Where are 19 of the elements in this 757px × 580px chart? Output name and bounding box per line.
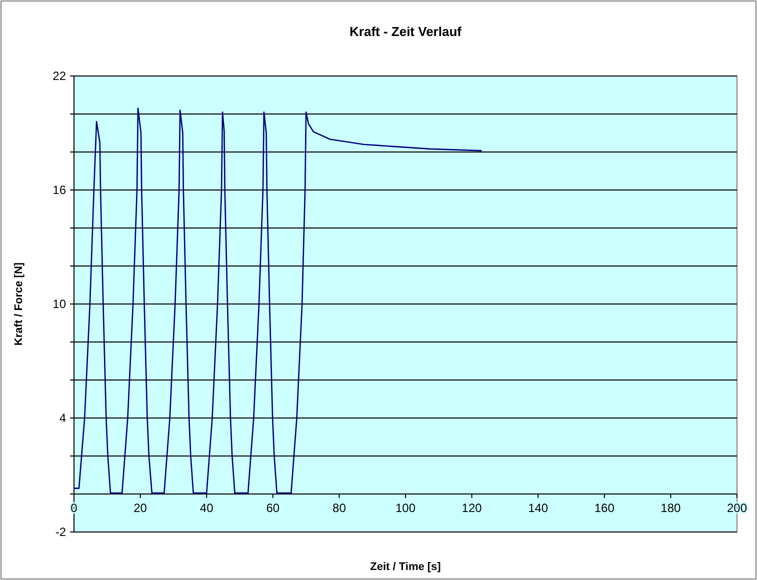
y-tick-label: -2 xyxy=(55,525,66,540)
x-tick-label: 180 xyxy=(660,501,682,515)
x-tick-label: 60 xyxy=(266,501,280,515)
y-tick-label: 4 xyxy=(59,411,66,426)
x-tick-label: 100 xyxy=(395,501,416,515)
x-tick-label: 40 xyxy=(200,501,214,515)
x-tick-label: 80 xyxy=(332,501,346,515)
y-tick-label: 22 xyxy=(52,69,66,84)
x-tick-label: 160 xyxy=(594,501,615,515)
line-series xyxy=(73,108,482,494)
y-tick-label: 10 xyxy=(52,297,66,312)
y-tick-label: 16 xyxy=(52,183,66,198)
y-axis-title: Kraft / Force [N] xyxy=(13,262,25,346)
chart-title: Kraft - Zeit Verlauf xyxy=(350,24,462,39)
x-tick-label: 20 xyxy=(134,501,148,515)
x-axis-title: Zeit / Time [s] xyxy=(370,561,442,573)
x-tick-label: 200 xyxy=(726,501,748,515)
x-tick-label: 120 xyxy=(462,501,482,515)
x-tick-label: 140 xyxy=(528,501,548,515)
